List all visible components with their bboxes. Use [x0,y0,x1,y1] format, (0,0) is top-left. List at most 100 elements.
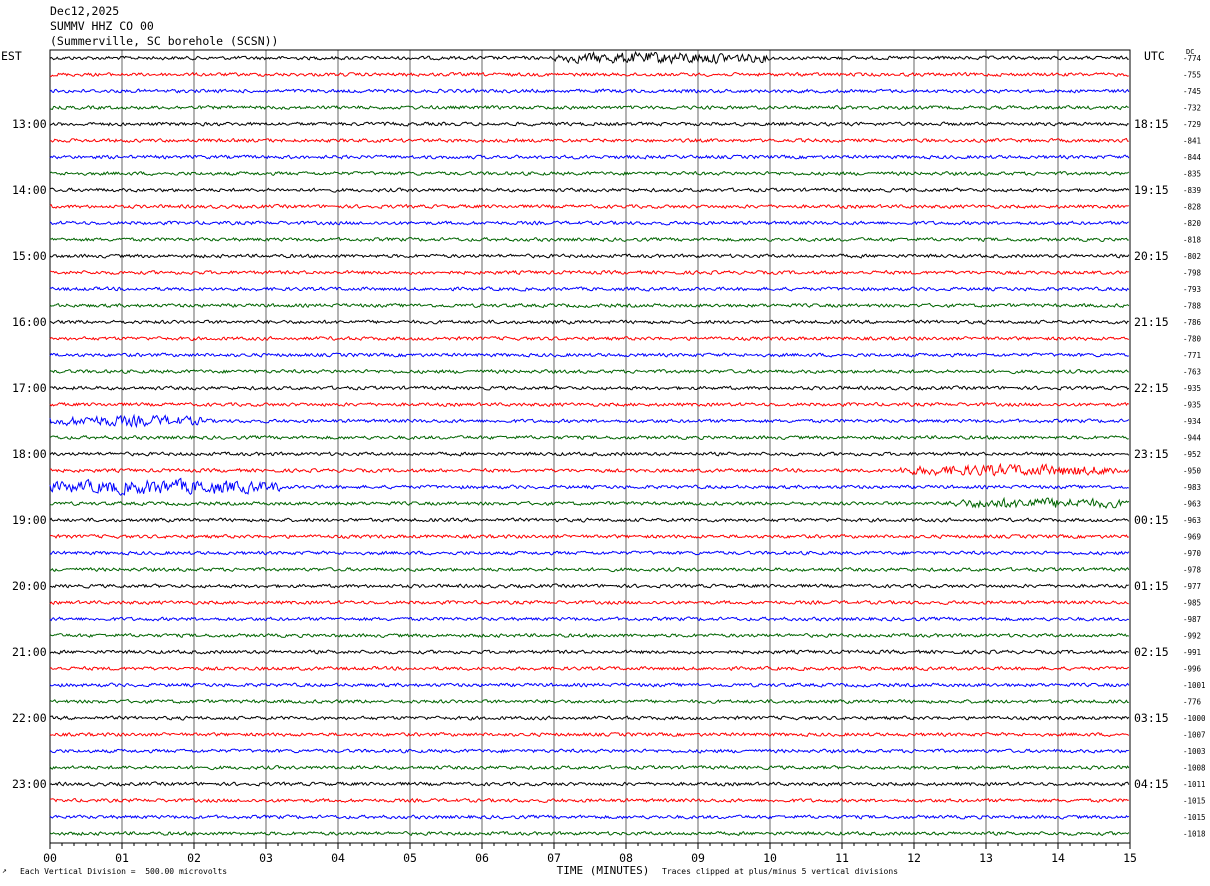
seismic-trace [49,731,1130,738]
dc-offset-label: -1000 [1183,714,1206,723]
dc-offset-label: -1018 [1183,830,1206,839]
est-hour-label: 20:00 [12,579,47,593]
x-tick-label: 08 [619,851,633,865]
seismic-trace [49,220,1129,226]
est-hour-label: 16:00 [12,315,47,329]
dc-offset-label: -987 [1183,615,1201,624]
x-tick-label: 05 [403,851,417,865]
dc-offset-label: -788 [1183,302,1202,311]
seismic-trace [49,781,1130,787]
seismic-trace [49,154,1130,160]
dc-offset-label: -1007 [1183,731,1206,740]
seismic-trace [49,385,1130,391]
x-tick-label: 03 [259,851,273,865]
dc-offset-label: -802 [1183,252,1201,261]
dc-offset-label: -839 [1183,186,1201,195]
seismic-trace [49,566,1130,573]
seismic-trace [49,269,1129,276]
utc-hour-label: 20:15 [1134,249,1169,263]
dc-offset-label: -1015 [1183,813,1206,822]
dc-offset-label: -763 [1183,368,1201,377]
x-tick-label: 13 [979,851,993,865]
dc-offset-label: -841 [1183,137,1201,146]
x-axis-title: TIME (MINUTES) [557,864,650,877]
dc-offset-label: -1008 [1183,764,1206,773]
seismic-trace [49,137,1129,144]
seismic-trace [49,748,1129,754]
est-hour-label: 23:00 [12,777,47,791]
dc-offset-label: -1015 [1183,797,1206,806]
clipping-note: Traces clipped at plus/minus 5 vertical … [662,867,899,876]
utc-hour-label: 00:15 [1134,513,1169,527]
dc-offset-label: -1001 [1183,681,1206,690]
seismic-trace [49,50,1129,65]
dc-offset-label: -820 [1183,219,1202,228]
dc-offset-label: -963 [1183,516,1201,525]
dc-offset-label: -991 [1183,648,1201,657]
dc-offset-label: -732 [1183,104,1201,113]
dc-offset-label: -992 [1183,632,1201,641]
utc-hour-label: 02:15 [1134,645,1169,659]
seismic-trace [49,121,1129,127]
seismic-trace [49,649,1129,655]
dc-offset-label: -985 [1183,599,1201,608]
seismic-trace [49,797,1129,804]
x-tick-label: 14 [1051,851,1065,865]
plot-date: Dec12,2025 [50,4,120,18]
est-hour-label: 14:00 [12,183,47,197]
dc-offset-label: -1003 [1183,747,1206,756]
est-hour-label: 22:00 [12,711,47,725]
seismic-trace [49,302,1130,309]
x-tick-label: 09 [691,851,705,865]
scale-icon: ↗ [2,866,7,875]
x-tick-label: 04 [331,851,345,865]
dc-offset-label: -944 [1183,434,1202,443]
right-timezone-label: UTC [1144,49,1165,63]
x-tick-label: 07 [547,851,561,865]
x-tick-label: 11 [835,851,849,865]
est-hour-label: 18:00 [12,447,47,461]
seismic-trace [49,814,1130,820]
seismic-trace [49,599,1129,606]
seismic-trace [49,830,1130,837]
dc-offset-label: -970 [1183,549,1202,558]
utc-hour-label: 03:15 [1134,711,1169,725]
seismic-trace [49,764,1130,771]
seismic-trace [49,203,1129,210]
seismic-trace [49,477,1129,496]
dc-offset-label: -793 [1183,285,1201,294]
dc-offset-label: -935 [1183,401,1201,410]
dc-offset-label: -786 [1183,318,1202,327]
utc-hour-label: 01:15 [1134,579,1169,593]
utc-hour-label: 19:15 [1134,183,1169,197]
dc-offset-label: -774 [1183,54,1202,63]
seismic-trace [49,533,1129,540]
seismic-trace [49,401,1130,408]
dc-offset-label: -729 [1183,120,1201,129]
x-tick-label: 00 [43,851,57,865]
dc-offset-label: -771 [1183,351,1201,360]
seismic-trace [49,451,1130,457]
dc-offset-label: -844 [1183,153,1202,162]
utc-hour-label: 21:15 [1134,315,1169,329]
x-tick-label: 02 [187,851,201,865]
dc-offset-label: -969 [1183,533,1201,542]
seismic-trace [49,715,1130,721]
utc-hour-label: 23:15 [1134,447,1169,461]
seismic-trace [49,632,1129,639]
seismic-trace [49,253,1130,259]
seismic-trace [49,187,1130,193]
seismic-trace [49,335,1130,342]
dc-offset-label: -818 [1183,236,1202,245]
seismic-trace [49,352,1129,358]
seismic-trace [49,496,1130,509]
seismic-trace [49,236,1129,243]
dc-offset-label: -996 [1183,665,1202,674]
seismic-trace [49,71,1129,78]
seismic-trace [49,286,1130,292]
dc-offset-label: -978 [1183,566,1202,575]
station-code: SUMMV HHZ CO 00 [50,19,154,33]
seismic-trace [49,616,1129,622]
est-hour-label: 21:00 [12,645,47,659]
